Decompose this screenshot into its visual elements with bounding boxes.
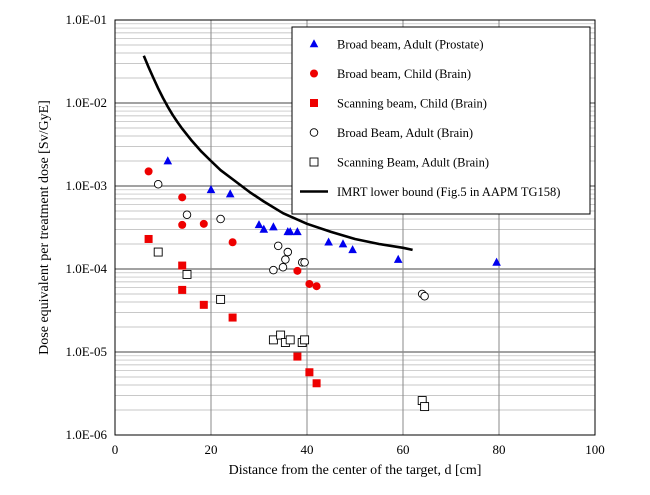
square-marker — [228, 313, 237, 322]
series-4 — [153, 247, 430, 412]
square-marker — [178, 261, 187, 270]
circle-marker — [312, 282, 321, 291]
open-square-marker — [300, 335, 310, 345]
triangle-marker — [492, 257, 501, 266]
x-tick-label: 80 — [493, 442, 506, 457]
open-square-marker — [309, 157, 319, 167]
open-square-marker — [268, 335, 278, 345]
triangle-marker — [269, 222, 278, 231]
legend-label: Broad Beam, Adult (Brain) — [337, 126, 473, 140]
y-tick-label: 1.0E-05 — [65, 344, 107, 359]
triangle-marker — [259, 224, 269, 233]
legend-label: Scanning beam, Child (Brain) — [337, 97, 487, 111]
open-circle-marker — [273, 241, 283, 251]
square-marker — [178, 285, 187, 294]
series-5 — [142, 55, 413, 252]
x-tick-label: 20 — [205, 442, 218, 457]
triangle-marker — [225, 189, 235, 198]
series-3 — [153, 179, 429, 301]
imrt-lower-bound-line — [142, 55, 413, 252]
circle-marker — [310, 69, 318, 78]
triangle-marker — [393, 254, 403, 263]
square-marker — [144, 234, 153, 243]
open-circle-marker — [216, 214, 225, 224]
open-circle-marker — [182, 210, 192, 220]
circle-marker — [293, 266, 302, 275]
plot-frame — [114, 19, 596, 436]
legend-item-2: Scanning beam, Child (Brain) — [310, 97, 487, 111]
triangle-marker — [309, 39, 319, 48]
open-square-marker — [420, 402, 430, 412]
y-tick-label: 1.0E-01 — [65, 12, 107, 27]
open-circle-marker — [278, 262, 288, 272]
legend-label: Broad beam, Child (Brain) — [337, 67, 471, 81]
square-marker — [293, 352, 302, 361]
open-circle-marker — [281, 255, 290, 264]
circle-marker — [199, 219, 208, 228]
open-circle-marker — [309, 128, 319, 137]
open-circle-marker — [153, 179, 163, 189]
x-tick-label: 40 — [301, 442, 314, 457]
legend-item-5: IMRT lower bound (Fig.5 in AAPM TG158) — [300, 185, 560, 199]
legend: Broad beam, Adult (Prostate) Broad beam, … — [291, 26, 591, 215]
x-tick-label: 60 — [397, 442, 410, 457]
open-square-marker — [153, 247, 163, 257]
open-circle-marker — [269, 265, 278, 275]
circle-marker — [178, 220, 187, 229]
triangle-marker — [206, 184, 216, 194]
open-circle-marker — [283, 247, 293, 257]
legend-item-1: Broad beam, Child (Brain) — [310, 67, 471, 81]
triangle-marker — [254, 220, 264, 229]
x-axis-title: Distance from the center of the target, … — [229, 463, 482, 478]
open-square-marker — [276, 330, 286, 340]
legend-label: Scanning Beam, Adult (Brain) — [337, 156, 489, 170]
series-layer — [142, 55, 501, 412]
triangle-marker — [293, 227, 302, 236]
triangle-marker — [163, 156, 173, 165]
square-marker — [310, 99, 318, 107]
legend-item-3: Broad Beam, Adult (Brain) — [309, 126, 473, 140]
y-tick-label: 1.0E-02 — [65, 95, 107, 110]
open-square-marker — [285, 335, 295, 345]
legend-box — [291, 26, 591, 215]
circle-marker — [144, 167, 153, 176]
triangle-marker — [338, 239, 348, 248]
x-tick-label: 0 — [112, 442, 119, 457]
square-marker — [199, 300, 208, 309]
legend-item-4: Scanning Beam, Adult (Brain) — [309, 156, 489, 170]
circle-marker — [178, 193, 187, 202]
triangle-marker — [348, 245, 357, 254]
open-square-marker — [182, 269, 192, 279]
series-2 — [144, 234, 321, 388]
y-tick-label: 1.0E-06 — [65, 427, 107, 442]
triangle-marker — [285, 227, 295, 236]
circle-marker — [305, 279, 314, 288]
square-marker — [305, 368, 314, 377]
legend-label: Broad beam, Adult (Prostate) — [337, 38, 484, 52]
open-circle-marker — [420, 291, 429, 301]
circle-marker — [228, 238, 237, 247]
open-circle-marker — [300, 258, 309, 267]
open-square-marker — [216, 294, 226, 304]
legend-label: IMRT lower bound (Fig.5 in AAPM TG158) — [337, 185, 560, 199]
triangle-marker — [324, 237, 333, 246]
y-axis-title: Dose equivalent per treatment dose [Sv/G… — [37, 100, 52, 355]
legend-item-0: Broad beam, Adult (Prostate) — [309, 38, 484, 52]
square-marker — [312, 379, 321, 388]
axes: 1.0E-06 1.0E-05 1.0E-04 1.0E-03 1.0E-02 1.0E-… — [65, 12, 604, 457]
y-tick-label: 1.0E-03 — [65, 178, 107, 193]
y-tick-label: 1.0E-04 — [65, 261, 107, 276]
series-1 — [144, 167, 321, 291]
series-0 — [163, 156, 501, 266]
x-tick-label: 100 — [585, 442, 605, 457]
